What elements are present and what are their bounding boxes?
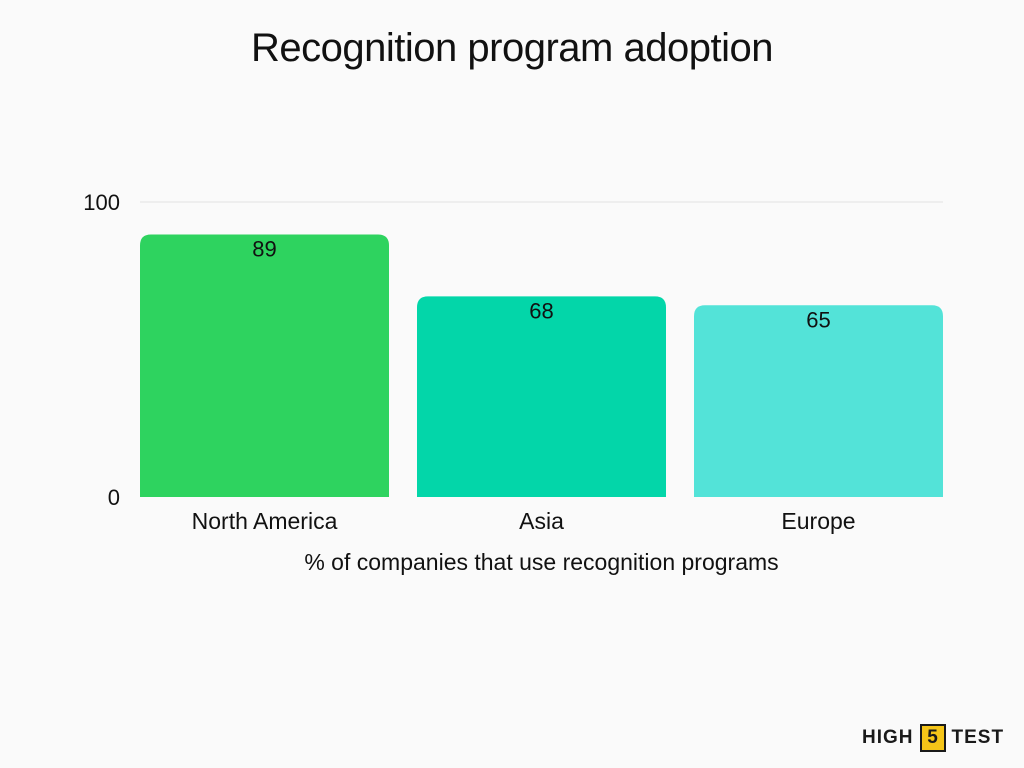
x-tick-label: Europe bbox=[781, 508, 855, 534]
bar bbox=[694, 305, 943, 497]
x-tick-label: Asia bbox=[519, 508, 564, 534]
bar bbox=[140, 234, 389, 497]
y-tick-label: 0 bbox=[108, 485, 120, 510]
data-label: 68 bbox=[529, 298, 553, 323]
y-tick-label: 100 bbox=[83, 190, 120, 215]
x-axis-title: % of companies that use recognition prog… bbox=[304, 549, 778, 575]
data-label: 65 bbox=[806, 307, 830, 332]
x-tick-label: North America bbox=[192, 508, 338, 534]
bar bbox=[417, 296, 666, 497]
logo-text-left: HIGH bbox=[862, 727, 914, 748]
data-label: 89 bbox=[252, 236, 276, 261]
chart-title: Recognition program adoption bbox=[251, 26, 773, 70]
logo-text-right: TEST bbox=[951, 727, 1005, 748]
logo-badge: 5 bbox=[919, 724, 946, 752]
brand-logo: HIGH 5 TEST bbox=[862, 724, 1004, 752]
